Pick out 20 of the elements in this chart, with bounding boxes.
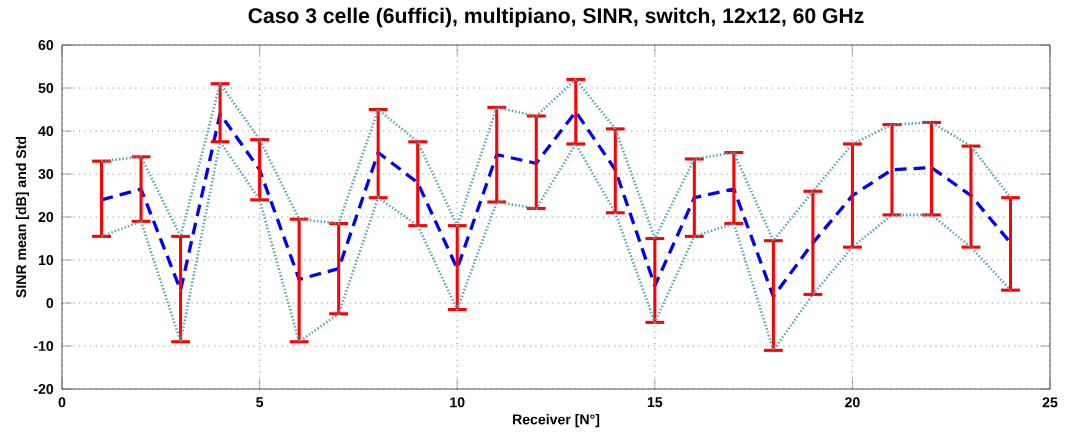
x-tick-label: 10 xyxy=(450,397,465,408)
x-tick-label: 5 xyxy=(256,397,264,408)
y-axis-title: SINR mean [dB] and Std xyxy=(15,136,29,298)
y-tick-label: 50 xyxy=(38,83,54,94)
y-tick-label: 30 xyxy=(38,169,54,180)
y-tick-label: 40 xyxy=(38,126,54,137)
line-series xyxy=(100,78,1012,242)
x-tick-label: 20 xyxy=(845,397,860,408)
y-tick-label: 10 xyxy=(38,255,54,266)
y-tick-label: 60 xyxy=(38,40,54,51)
y-tick-label: -10 xyxy=(33,341,54,352)
y-tick-label: 20 xyxy=(38,212,54,223)
y-tick-label: 0 xyxy=(46,298,54,309)
chart-title: Caso 3 celle (6uffici), multipiano, SINR, switch, 12x12, 60 GHz xyxy=(248,7,864,28)
line-series xyxy=(100,140,1012,352)
x-tick-label: 25 xyxy=(1042,397,1058,408)
x-tick-label: 0 xyxy=(58,397,66,408)
x-tick-label: 15 xyxy=(647,397,663,408)
x-axis-title: Receiver [N°] xyxy=(513,413,600,428)
y-tick-label: -20 xyxy=(33,384,54,395)
